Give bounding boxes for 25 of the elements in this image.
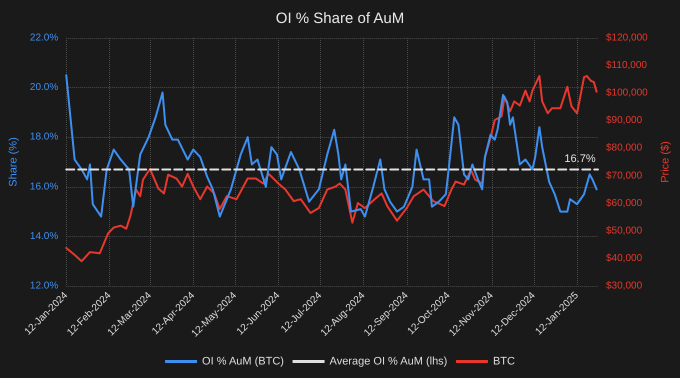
y2-tick-label: $100,000 [606,88,648,99]
y2-tick-label: $120,000 [606,32,648,44]
legend-label: BTC [492,356,516,368]
line-series [65,74,598,218]
y-tick-label: 14.0% [30,230,58,242]
line-series [65,75,598,262]
y2-tick-label: $110,000 [606,60,648,72]
y2-tick-label: $50,000 [606,225,643,236]
data-label: 16.7% [564,152,596,165]
legend-label: OI % AuM (BTC) [202,356,284,368]
y-tick-label: 16.0% [30,181,58,192]
y2-tick-label: $70,000 [606,170,643,182]
y-tick-label: 18.0% [30,132,58,143]
chart-title: OI % Share of AuM [276,10,404,27]
y-tick-label: 20.0% [30,82,58,94]
y2-tick-label: $90,000 [606,115,643,126]
y-tick-label: 12.0% [30,280,58,292]
y2-axis-title: Price ($) [660,141,672,183]
y2-tick-label: $40,000 [606,252,643,264]
y2-tick-label: $60,000 [606,198,643,209]
legend-label: Average OI % AuM (lhs) [330,356,448,368]
y2-tick-label: $80,000 [606,142,643,154]
y2-tick-label: $30,000 [606,280,643,292]
y-axis-title: Share (%) [8,137,20,187]
y-tick-label: 22.0% [30,32,58,44]
